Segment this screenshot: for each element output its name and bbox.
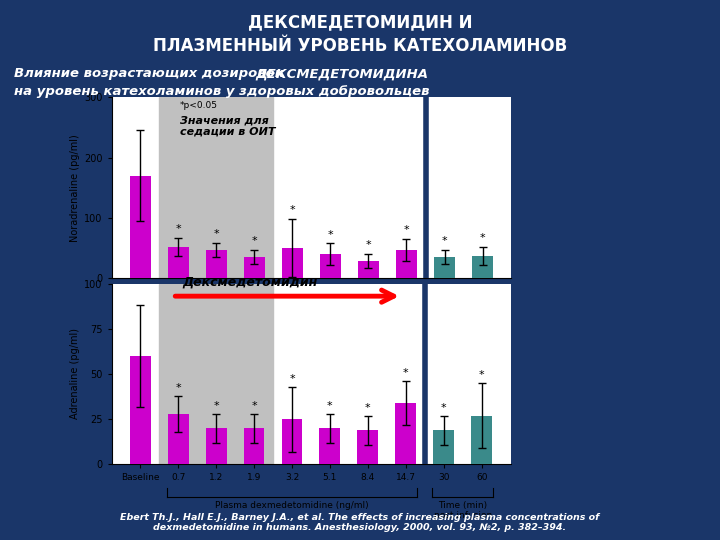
Bar	[130, 356, 150, 464]
Text: ДЕКСМЕДЕТОМИДИНА: ДЕКСМЕДЕТОМИДИНА	[256, 68, 428, 80]
Text: на уровень катехоламинов у здоровых добровольцев: на уровень катехоламинов у здоровых добр…	[14, 85, 430, 98]
Text: *: *	[442, 236, 447, 246]
Text: Влияние возрастающих дозировок: Влияние возрастающих дозировок	[14, 68, 289, 80]
Bar	[282, 419, 302, 464]
Bar	[282, 248, 303, 278]
Y-axis label: Adrenaline (pg/ml): Adrenaline (pg/ml)	[70, 328, 80, 420]
Text: *: *	[213, 401, 219, 411]
Bar	[320, 254, 341, 278]
Bar	[168, 247, 189, 278]
Text: *: *	[289, 205, 295, 215]
Text: *: *	[480, 233, 485, 243]
Text: Значения для
седации в ОИТ: Значения для седации в ОИТ	[180, 116, 276, 137]
Text: *p<0.05: *p<0.05	[180, 102, 218, 110]
Text: *: *	[404, 225, 409, 235]
Bar	[357, 430, 378, 464]
Text: ДЕКСМЕДЕТОМИДИН И
ПЛАЗМЕННЫЙ УРОВЕНЬ КАТЕХОЛАМИНОВ: ДЕКСМЕДЕТОМИДИН И ПЛАЗМЕННЫЙ УРОВЕНЬ КАТ…	[153, 14, 567, 55]
Bar	[433, 430, 454, 464]
Bar	[395, 403, 416, 464]
Bar	[472, 256, 493, 278]
Text: *: *	[176, 383, 181, 393]
Text: *: *	[327, 401, 333, 411]
Bar	[159, 97, 274, 278]
Bar	[130, 176, 150, 278]
Text: *: *	[441, 403, 446, 413]
Text: *: *	[176, 224, 181, 234]
Bar	[320, 428, 341, 464]
Text: *: *	[214, 229, 219, 239]
Bar	[168, 414, 189, 464]
Text: *: *	[328, 230, 333, 240]
Bar	[358, 261, 379, 278]
Text: *: *	[365, 403, 371, 413]
Bar	[206, 250, 227, 278]
Bar	[434, 257, 455, 278]
Text: Ebert Th.J., Hall E.J., Barney J.A., et al. The effects of increasing plasma con: Ebert Th.J., Hall E.J., Barney J.A., et …	[120, 512, 600, 532]
Bar	[244, 257, 265, 278]
Text: *: *	[479, 370, 485, 380]
Bar	[159, 284, 273, 464]
Text: *: *	[289, 374, 294, 384]
Y-axis label: Noradrenaline (pg/ml): Noradrenaline (pg/ml)	[70, 134, 80, 241]
Bar	[396, 250, 417, 278]
Text: *: *	[251, 236, 257, 246]
Text: Plasma dexmedetomidine (ng/ml): Plasma dexmedetomidine (ng/ml)	[215, 501, 369, 510]
Bar	[206, 428, 227, 464]
Text: Дексмедетомидин: Дексмедетомидин	[182, 276, 318, 289]
Text: *: *	[251, 401, 257, 411]
Bar	[471, 416, 492, 464]
Text: *: *	[403, 368, 408, 379]
Text: *: *	[366, 240, 372, 251]
Text: Time (min)
post infusion: Time (min) post infusion	[433, 501, 492, 520]
Bar	[243, 428, 264, 464]
